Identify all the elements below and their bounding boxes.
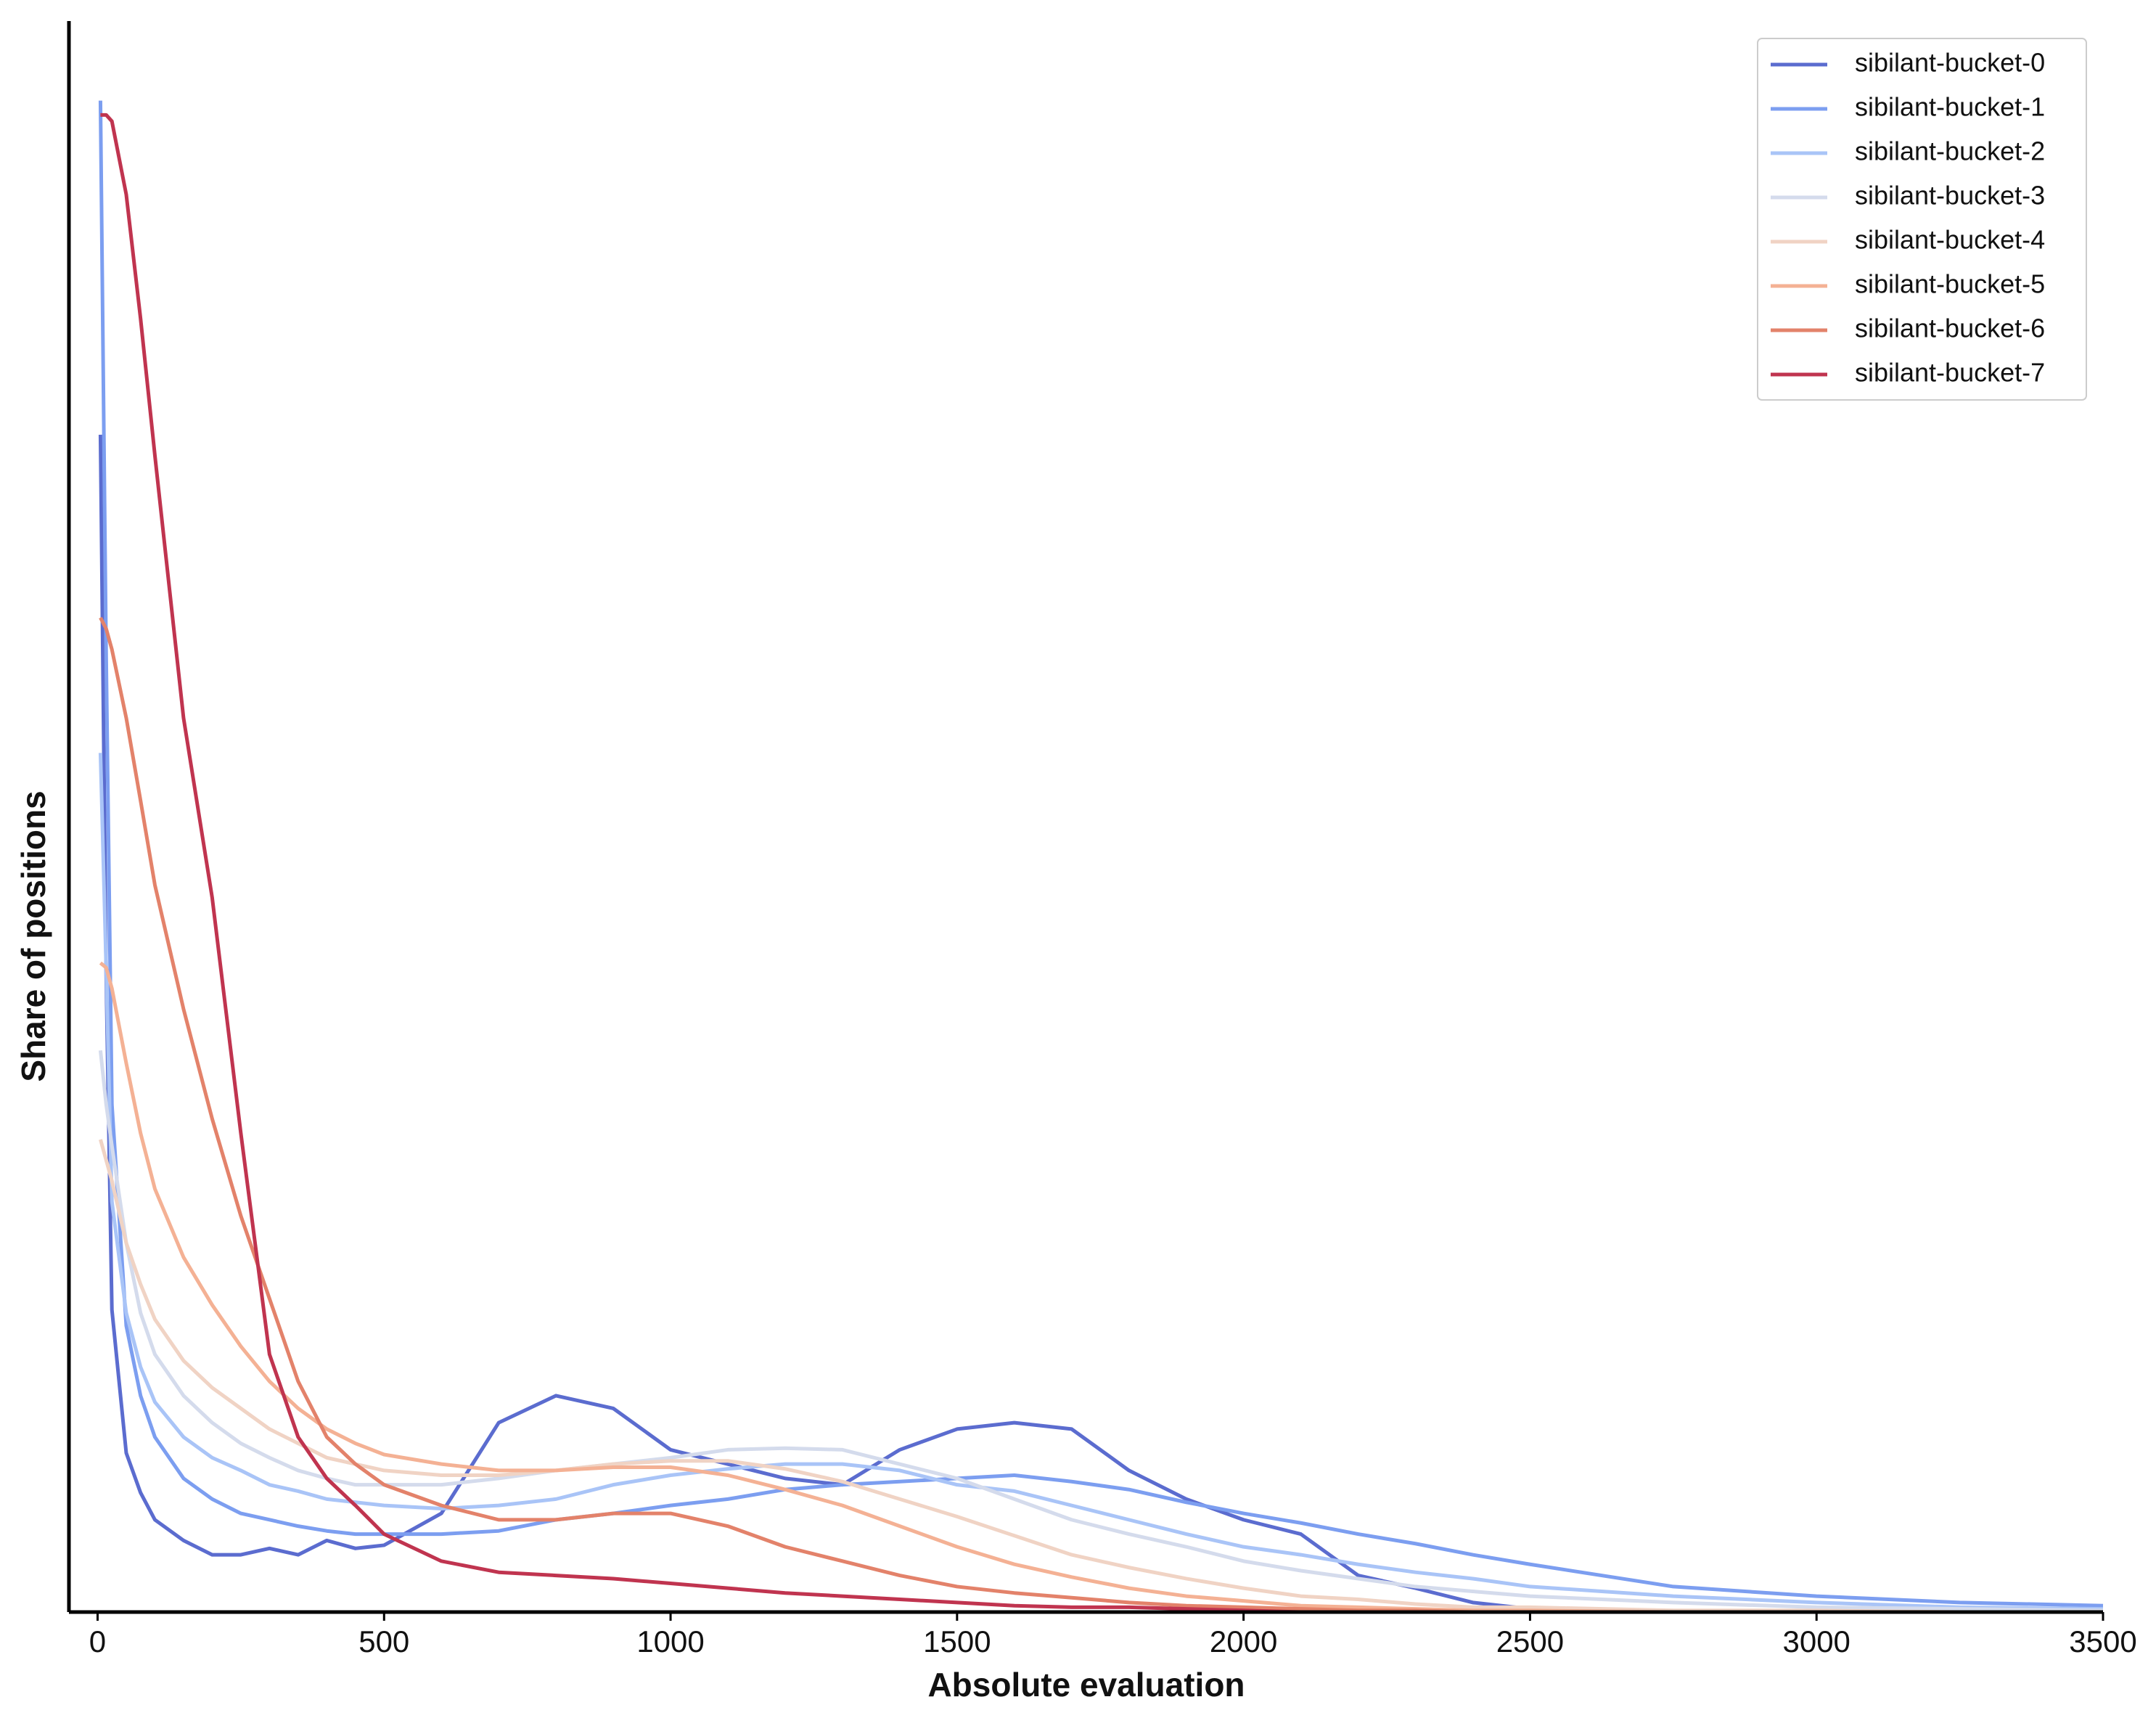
legend-label: sibilant-bucket-6	[1855, 314, 2045, 343]
x-tick-label: 500	[358, 1624, 409, 1658]
series-line	[98, 434, 2103, 1614]
legend-label: sibilant-bucket-1	[1855, 92, 2045, 122]
legend-label: sibilant-bucket-2	[1855, 136, 2045, 166]
x-tick-label: 1000	[636, 1624, 704, 1658]
x-tick-label: 2000	[1210, 1624, 1277, 1658]
series-line	[99, 1139, 2103, 1614]
series-line	[98, 100, 2104, 1608]
series-line	[98, 1050, 2104, 1613]
x-tick-label: 3000	[1782, 1624, 1850, 1658]
series-line	[99, 616, 2103, 1614]
series-line	[99, 961, 2103, 1614]
x-tick-label: 1500	[923, 1624, 991, 1658]
y-axis-label: Share of positions	[15, 790, 52, 1081]
legend: sibilant-bucket-0 sibilant-bucket-1 sibila…	[1757, 38, 2087, 401]
legend-label: sibilant-bucket-0	[1855, 48, 2045, 78]
legend-label: sibilant-bucket-3	[1855, 181, 2045, 210]
legend-label: sibilant-bucket-5	[1855, 269, 2045, 299]
x-tick-label: 0	[89, 1624, 106, 1658]
legend-label: sibilant-bucket-4	[1855, 225, 2045, 255]
x-tick-label: 3500	[2069, 1624, 2136, 1658]
series-line	[98, 753, 2104, 1611]
legend-box	[1757, 38, 2087, 401]
x-tick-label: 2500	[1496, 1624, 1564, 1658]
x-axis-label: Absolute evaluation	[927, 1666, 1245, 1703]
legend-label: sibilant-bucket-7	[1855, 358, 2045, 388]
